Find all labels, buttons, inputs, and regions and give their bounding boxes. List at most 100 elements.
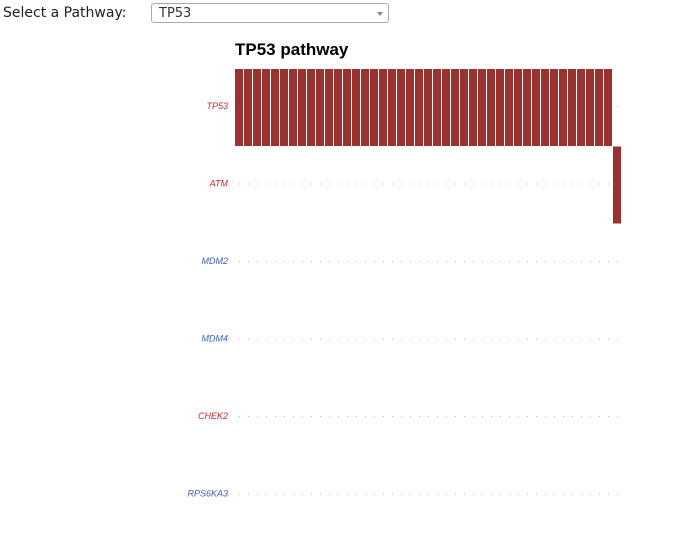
empty-cell-dot — [338, 183, 339, 185]
empty-cell-dot — [446, 493, 447, 495]
empty-cell-dot — [257, 416, 258, 417]
empty-cell-dot — [581, 261, 582, 262]
empty-cell-dot — [545, 338, 546, 340]
empty-cell-dot — [608, 493, 609, 495]
empty-cell-dot — [617, 106, 618, 107]
empty-cell-dot — [239, 338, 240, 340]
empty-cell-dot — [239, 493, 240, 495]
empty-cell-dot — [356, 493, 357, 495]
mutation-cell — [352, 69, 360, 146]
mutation-cell — [496, 69, 504, 146]
empty-cell-dot — [536, 183, 537, 185]
mutation-cell — [307, 69, 315, 146]
empty-cell-dot — [608, 261, 609, 262]
empty-cell-dot — [464, 493, 465, 495]
empty-cell-dot — [527, 493, 528, 495]
empty-cell-dot — [401, 416, 402, 417]
empty-cell-dot — [491, 183, 492, 185]
empty-cell-dot — [239, 183, 240, 185]
empty-cell-dot — [392, 493, 393, 495]
empty-cell-dot — [347, 338, 348, 340]
mutation-cell — [406, 69, 414, 146]
empty-cell-dot — [545, 493, 546, 495]
empty-cell-dot — [248, 261, 249, 262]
empty-cell-dot — [320, 416, 321, 417]
empty-cell-dot — [419, 493, 420, 495]
empty-cell-dot — [383, 493, 384, 495]
empty-cell-dot — [275, 493, 276, 495]
mutation-cell — [316, 69, 324, 146]
empty-cell-dot — [455, 338, 456, 340]
empty-cell-dot — [446, 183, 447, 185]
empty-cell-dot — [563, 416, 564, 417]
mutation-cell — [343, 69, 351, 146]
empty-cell-dot — [284, 338, 285, 340]
empty-cell-dot — [464, 183, 465, 185]
mutation-cell — [235, 69, 243, 146]
empty-cell-dot — [419, 261, 420, 262]
empty-cell-dot — [356, 261, 357, 262]
mutation-cell — [271, 69, 279, 146]
empty-cell-dot — [392, 261, 393, 262]
empty-cell-dot — [311, 338, 312, 340]
mutation-cell — [487, 69, 495, 146]
empty-cell-dot — [302, 416, 303, 417]
empty-cell-dot — [338, 261, 339, 262]
mutation-cell — [334, 69, 342, 146]
mutation-cell — [559, 69, 567, 146]
empty-cell-dot — [383, 338, 384, 340]
empty-cell-dot — [455, 493, 456, 495]
empty-cell-dot — [473, 183, 474, 185]
empty-cell-dot — [536, 416, 537, 417]
mutation-cell — [541, 69, 549, 146]
mutation-cell — [298, 69, 306, 146]
mutation-cell — [244, 69, 252, 146]
empty-cell-dot — [518, 261, 519, 262]
mutation-cell — [460, 69, 468, 146]
empty-cell-dot — [500, 493, 501, 495]
empty-cell-dot — [491, 493, 492, 495]
empty-cell-dot — [572, 416, 573, 417]
empty-cell-dot — [599, 261, 600, 262]
empty-cell-dot — [518, 183, 519, 185]
empty-cell-dot — [347, 261, 348, 262]
empty-cell-dot — [383, 416, 384, 417]
empty-cell-dot — [518, 493, 519, 495]
empty-cell-dot — [365, 493, 366, 495]
empty-cell-dot — [365, 183, 366, 185]
empty-cell-dot — [302, 261, 303, 262]
empty-cell-dot — [437, 338, 438, 340]
mutation-cell — [388, 69, 396, 146]
empty-cell-dot — [275, 338, 276, 340]
empty-cell-dot — [392, 416, 393, 417]
empty-cell-dot — [464, 261, 465, 262]
empty-cell-dot — [482, 493, 483, 495]
empty-cell-dot — [266, 183, 267, 185]
empty-cell-dot — [617, 338, 618, 340]
pathway-select[interactable]: TP53 — [151, 3, 389, 23]
empty-cell-dot — [293, 261, 294, 262]
empty-cell-dot — [617, 493, 618, 495]
empty-cell-dot — [509, 261, 510, 262]
empty-cell-dot — [464, 338, 465, 340]
mutation-cell — [325, 69, 333, 146]
empty-cell-dot — [248, 338, 249, 340]
gene-label-mdm4: MDM4 — [202, 334, 229, 344]
empty-cell-dot — [599, 416, 600, 417]
mutation-cell — [586, 69, 594, 146]
empty-cell-dot — [437, 261, 438, 262]
empty-cell-dot — [401, 338, 402, 340]
empty-cell-dot — [401, 261, 402, 262]
empty-cell-dot — [284, 183, 285, 185]
empty-cell-dot — [311, 183, 312, 185]
empty-cell-dot — [437, 493, 438, 495]
empty-cell-dot — [590, 338, 591, 340]
empty-cell-dot — [275, 261, 276, 262]
empty-cell-dot — [248, 493, 249, 495]
empty-cell-dot — [482, 183, 483, 185]
empty-cell-dot — [473, 338, 474, 340]
empty-cell-dot — [446, 261, 447, 262]
empty-cell-dot — [365, 261, 366, 262]
chevron-down-icon[interactable] — [377, 12, 383, 16]
empty-cell-dot — [257, 338, 258, 340]
